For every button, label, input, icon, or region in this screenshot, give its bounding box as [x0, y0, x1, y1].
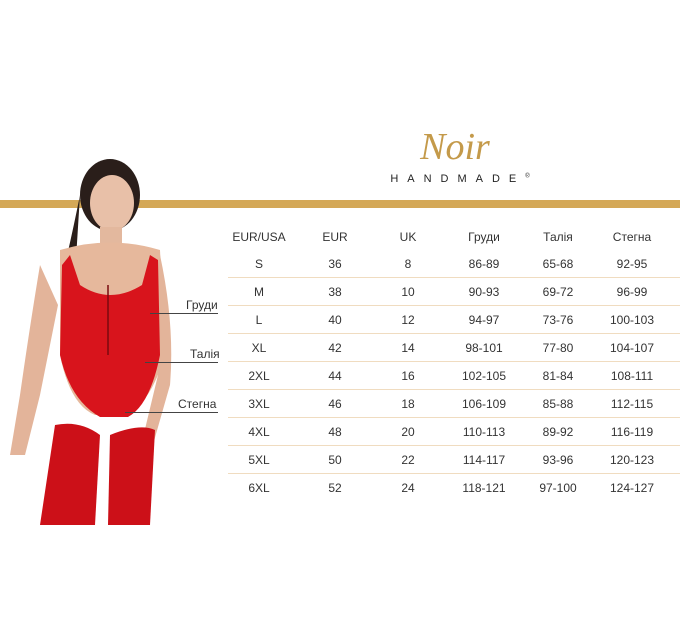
table-row: XL 42 14 98-101 77-80 104-107 [228, 334, 680, 362]
size-chart-table: EUR/USA EUR UK Груди Талія Стегна S 36 8 86… [228, 224, 680, 501]
cell-uk: 14 [401, 340, 415, 355]
table-row: 3XL 46 18 106-109 85-88 112-115 [228, 390, 680, 418]
cell-eur: 50 [328, 452, 342, 467]
cell-size: XL [251, 340, 267, 355]
cell-eur: 46 [328, 396, 342, 411]
cell-waist: 89-92 [542, 424, 574, 439]
cell-waist: 69-72 [542, 284, 574, 299]
cell-waist: 81-84 [542, 368, 574, 383]
hips-pointer-line [125, 412, 218, 413]
cell-bust: 90-93 [468, 284, 500, 299]
brand-subtitle: HANDMADE [390, 173, 526, 185]
cell-waist: 65-68 [542, 256, 574, 271]
header-eur-usa: EUR/USA [232, 230, 286, 244]
cell-eur: 36 [328, 256, 342, 271]
cell-bust: 118-121 [462, 480, 506, 495]
cell-bust: 86-89 [468, 256, 500, 271]
cell-eur: 38 [328, 284, 342, 299]
cell-size: 3XL [248, 396, 270, 411]
cell-eur: 40 [328, 312, 342, 327]
hips-label: Стегна [178, 397, 217, 411]
cell-waist: 93-96 [542, 452, 574, 467]
cell-bust: 114-117 [462, 452, 506, 467]
table-row: 2XL 44 16 102-105 81-84 108-111 [228, 362, 680, 390]
cell-hips: 112-115 [610, 396, 654, 411]
cell-bust: 98-101 [465, 340, 503, 355]
brand-script: Noir [420, 126, 490, 168]
cell-waist: 77-80 [542, 340, 574, 355]
registered-mark: ® [525, 173, 530, 180]
table-row: M 38 10 90-93 69-72 96-99 [228, 278, 680, 306]
cell-bust: 102-105 [461, 368, 507, 383]
cell-uk: 24 [401, 480, 415, 495]
waist-label: Талія [190, 347, 220, 361]
cell-hips: 92-95 [616, 256, 648, 271]
cell-eur: 48 [328, 424, 342, 439]
header-eur: EUR [322, 230, 348, 244]
bust-label: Груди [186, 298, 218, 312]
cell-uk: 10 [401, 284, 415, 299]
cell-size: L [255, 312, 263, 327]
cell-uk: 20 [401, 424, 415, 439]
table-row: S 36 8 86-89 65-68 92-95 [228, 250, 680, 278]
table-row: 5XL 50 22 114-117 93-96 120-123 [228, 446, 680, 474]
cell-bust: 106-109 [461, 396, 507, 411]
bust-pointer-line [150, 313, 218, 314]
cell-uk: 16 [401, 368, 415, 383]
cell-eur: 42 [328, 340, 342, 355]
cell-size: 5XL [248, 452, 270, 467]
header-bust: Груди [468, 230, 500, 244]
table-row: 4XL 48 20 110-113 89-92 116-119 [228, 418, 680, 446]
header-hips: Стегна [612, 230, 652, 244]
cell-size: M [254, 284, 264, 299]
gold-divider [0, 200, 680, 208]
cell-uk: 22 [401, 452, 415, 467]
cell-waist: 73-76 [542, 312, 574, 327]
cell-bust: 110-113 [462, 424, 506, 439]
cell-hips: 124-127 [609, 480, 655, 495]
cell-waist: 97-100 [539, 480, 577, 495]
cell-size: S [254, 256, 263, 271]
cell-hips: 100-103 [609, 312, 655, 327]
waist-pointer-line [145, 362, 218, 363]
brand-logo: Noir HANDMADE® [360, 125, 560, 185]
cell-eur: 44 [328, 368, 342, 383]
cell-hips: 120-123 [609, 452, 655, 467]
model-photo [10, 159, 172, 525]
cell-hips: 116-119 [610, 424, 654, 439]
cell-size: 2XL [248, 368, 270, 383]
header-waist: Талія [543, 230, 573, 244]
cell-uk: 18 [401, 396, 415, 411]
cell-hips: 104-107 [609, 340, 655, 355]
cell-uk: 12 [401, 312, 415, 327]
header-uk: UK [399, 230, 417, 244]
cell-waist: 85-88 [542, 396, 574, 411]
table-row: L 40 12 94-97 73-76 100-103 [228, 306, 680, 334]
cell-hips: 108-111 [610, 368, 654, 383]
cell-bust: 94-97 [468, 312, 500, 327]
cell-hips: 96-99 [616, 284, 648, 299]
cell-eur: 52 [328, 480, 342, 495]
table-header-row: EUR/USA EUR UK Груди Талія Стегна [228, 224, 680, 250]
table-row: 6XL 52 24 118-121 97-100 124-127 [228, 474, 680, 502]
cell-size: 6XL [248, 480, 270, 495]
cell-size: 4XL [248, 424, 270, 439]
cell-uk: 8 [404, 256, 412, 271]
